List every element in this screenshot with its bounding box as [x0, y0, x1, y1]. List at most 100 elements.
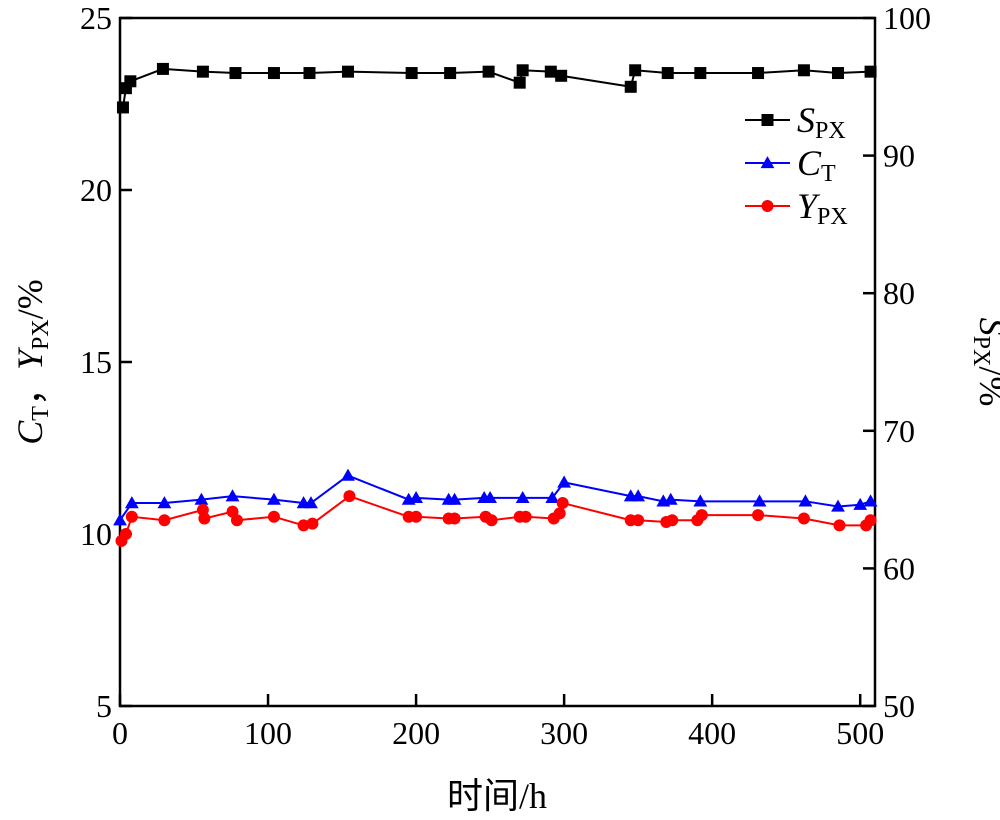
triangle-marker [557, 475, 572, 488]
circle-marker [833, 519, 846, 532]
square-marker [624, 80, 637, 93]
square-marker [156, 62, 169, 75]
square-marker [516, 64, 529, 77]
circle-marker [519, 510, 532, 523]
triangle-marker [447, 492, 462, 505]
circle-marker [632, 514, 645, 527]
y-left-tick-label: 10 [80, 516, 112, 552]
y-left-tick-label: 20 [80, 172, 112, 208]
y-right-tick-label: 70 [883, 413, 915, 449]
triangle-marker [752, 494, 767, 507]
circle-marker [125, 510, 138, 523]
square-marker [341, 65, 354, 78]
triangle-marker [515, 490, 530, 504]
y-right-tick-label: 80 [883, 275, 915, 311]
circle-marker [797, 512, 810, 525]
square-marker [229, 67, 242, 80]
triangle-marker [798, 494, 813, 507]
triangle-marker [853, 497, 868, 510]
triangle-marker [304, 496, 318, 509]
square-marker [629, 64, 642, 77]
legend-label: CT [797, 143, 836, 187]
square-marker [752, 67, 765, 80]
triangle-marker [409, 490, 423, 504]
circle-marker [448, 512, 461, 525]
axis-ticks: 0 100 200 300 400 500 5 10 15 20 25 50 60 70 80 90 100 [80, 0, 931, 751]
triangle-marker [663, 492, 678, 505]
circle-marker [343, 490, 356, 503]
triangle-marker [225, 489, 240, 502]
triangle-marker [113, 513, 127, 526]
square-marker [864, 65, 877, 78]
square-marker [761, 114, 774, 126]
triangle-marker [124, 496, 139, 509]
square-marker [555, 69, 568, 82]
triangle-marker [545, 490, 560, 504]
triangle-marker [157, 496, 172, 509]
circle-marker [752, 509, 765, 522]
circle-marker [761, 200, 774, 212]
legend-item: CT [745, 143, 836, 187]
x-tick-label: 0 [112, 715, 128, 751]
triangle-marker [863, 494, 878, 507]
y-right-tick-label: 60 [883, 550, 915, 586]
circle-marker [198, 512, 211, 525]
square-marker [661, 67, 674, 80]
square-marker [303, 67, 316, 80]
circle-marker [158, 514, 171, 527]
circle-marker [119, 528, 132, 540]
square-marker [513, 76, 526, 89]
legend-label: YPX [797, 186, 848, 230]
square-marker [267, 67, 280, 80]
triangle-marker [693, 494, 708, 507]
circle-marker [556, 497, 569, 510]
series-line [121, 67, 871, 108]
y-axis-left-label: CT，YPX/% [10, 279, 54, 444]
square-marker [444, 67, 457, 80]
square-marker [831, 67, 844, 80]
y-right-tick-label: 100 [883, 0, 931, 36]
circle-marker [485, 514, 498, 527]
y-left-tick-label: 25 [80, 0, 112, 36]
triangle-marker [631, 489, 646, 502]
x-tick-label: 500 [836, 715, 884, 751]
circle-marker [306, 517, 319, 530]
y-right-tick-label: 90 [883, 138, 915, 174]
circle-marker [267, 510, 280, 523]
triangle-marker [341, 468, 355, 481]
triangle-marker [267, 492, 281, 505]
square-marker [797, 64, 810, 77]
square-marker [124, 75, 137, 88]
legend-item: YPX [745, 186, 848, 230]
square-marker [405, 67, 418, 80]
square-marker [544, 65, 557, 78]
x-tick-label: 200 [392, 715, 440, 751]
square-marker [482, 65, 495, 78]
circle-marker [297, 519, 310, 532]
square-marker [116, 101, 129, 114]
circle-marker [410, 510, 423, 523]
square-marker [196, 65, 209, 78]
y-left-tick-label: 5 [96, 688, 112, 724]
triangle-marker [831, 499, 845, 512]
series-triangle [113, 468, 878, 526]
y-axis-right-label: SPX/% [968, 318, 1000, 407]
circle-marker [230, 514, 243, 527]
triangle-marker [483, 490, 497, 504]
triangle-marker [760, 156, 775, 169]
legend-item: SPX [745, 100, 846, 144]
y-left-tick-label: 15 [80, 344, 112, 380]
x-tick-label: 400 [688, 715, 736, 751]
square-marker [694, 67, 707, 80]
circle-marker [864, 514, 877, 527]
series-layer [113, 62, 878, 547]
series-circle [115, 490, 877, 547]
x-tick-label: 300 [540, 715, 588, 751]
series-square [116, 62, 877, 114]
legend-label: SPX [797, 100, 846, 144]
triangle-marker [194, 492, 209, 505]
x-axis-label: 时间/h [447, 776, 547, 816]
x-tick-label: 100 [244, 715, 292, 751]
